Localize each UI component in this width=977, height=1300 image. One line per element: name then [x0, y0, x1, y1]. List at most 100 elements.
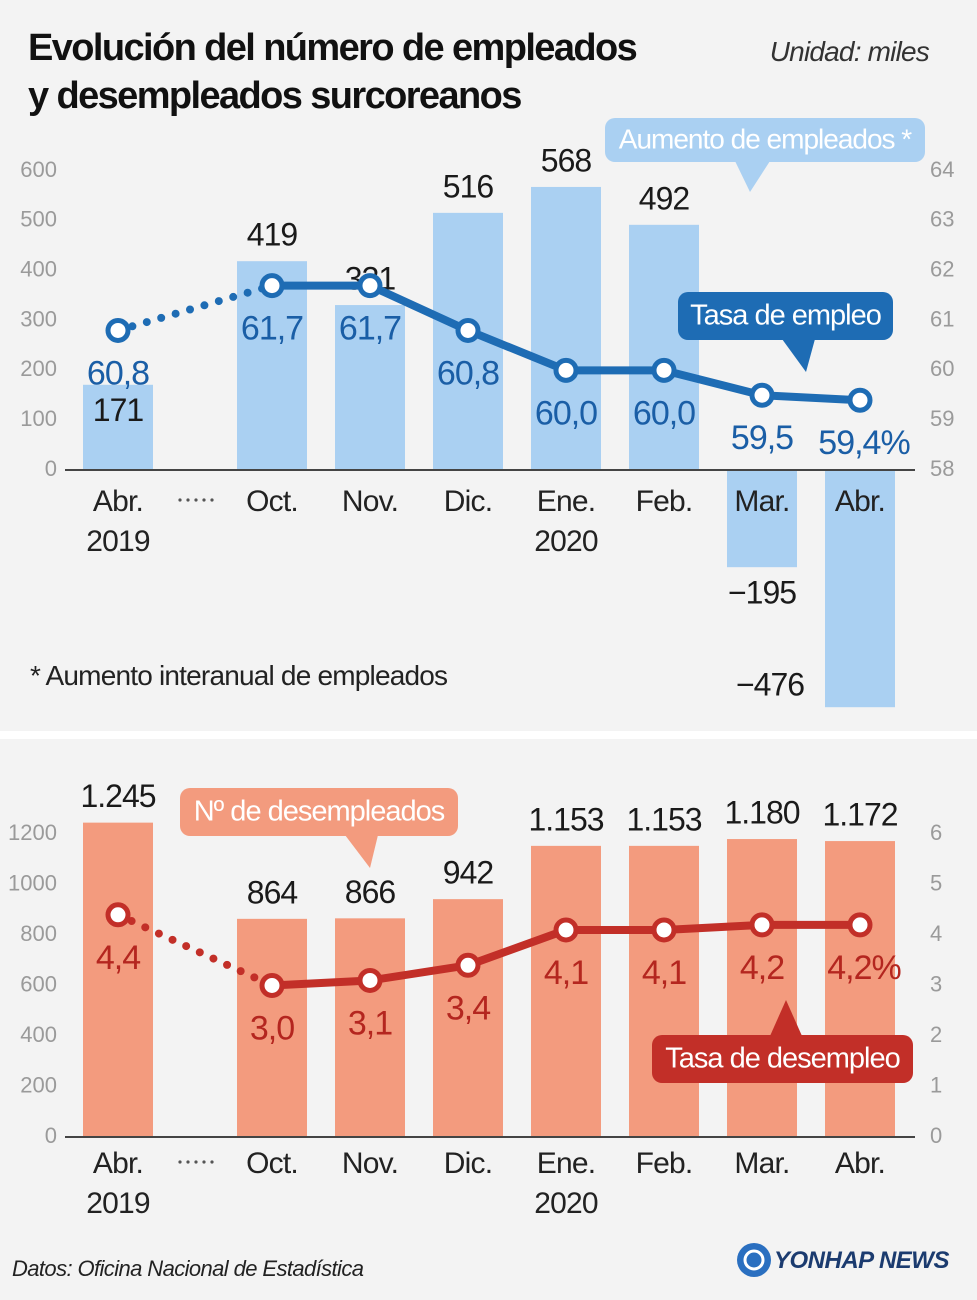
x-tick-label: Dic.	[443, 485, 493, 518]
y-tick-label: 600	[20, 971, 57, 996]
y2-tick-label: 4	[930, 921, 942, 946]
y2-tick-label: 64	[930, 157, 954, 182]
line-point	[259, 973, 285, 998]
x-tick-label: Feb.	[635, 1147, 694, 1180]
bar-value-label: 419	[247, 217, 298, 253]
x-tick-label: Mar.	[734, 1147, 790, 1180]
x-tick-label: Feb.	[635, 485, 694, 518]
y2-tick-label: 3	[930, 971, 942, 996]
legend-label: Nº de desempleados	[194, 796, 445, 828]
bar	[335, 918, 405, 1137]
line-point	[749, 382, 775, 408]
y-tick-label: 500	[20, 207, 57, 232]
legend-pointer	[345, 835, 378, 868]
bar	[237, 918, 307, 1137]
legend-label: Tasa de empleo	[690, 300, 881, 332]
bar	[433, 899, 503, 1137]
y2-tick-label: 62	[930, 256, 954, 281]
line-value-label: 59,4%	[818, 424, 910, 462]
bar-value-label: 1.245	[80, 778, 155, 814]
y2-tick-label: 6	[930, 820, 942, 845]
legend-box	[605, 118, 925, 162]
legend-pointer	[782, 339, 815, 372]
y-tick-label: 100	[20, 406, 57, 431]
title: Evolución del número de empleados y dese…	[28, 27, 638, 117]
x-tick-label: Dic.	[443, 1147, 493, 1180]
line-point	[553, 917, 579, 943]
x-tick-label: Abr. 2019	[86, 1147, 150, 1220]
x-tick-label: Oct.	[246, 485, 299, 518]
line-value-label: 3,0	[250, 1009, 294, 1047]
bar	[825, 841, 895, 1137]
y-tick-label: 0	[45, 1123, 57, 1148]
line-point	[357, 273, 383, 299]
bar-value-label: 942	[443, 855, 494, 891]
line-value-label: 61,7	[241, 310, 303, 348]
y-tick-label: 200	[20, 1072, 57, 1097]
logo-icon	[737, 1243, 771, 1277]
line-point	[847, 387, 873, 413]
x-tick-label: Abr.	[834, 485, 886, 518]
x-tick-label: Nov.	[341, 485, 399, 518]
logo-icon	[743, 1249, 765, 1271]
line-point	[749, 912, 775, 938]
line-value-label: 59,5	[731, 419, 793, 457]
axis-break	[178, 498, 214, 502]
line-point	[455, 952, 481, 978]
x-tick-label: Ene. 2020	[534, 1147, 598, 1220]
y2-tick-label: 0	[930, 1123, 942, 1148]
x-tick-label: Nov.	[341, 1147, 399, 1180]
line-value-label: 60,0	[633, 394, 695, 432]
line-point	[105, 317, 131, 343]
line-value-label: 4,2%	[827, 949, 901, 987]
line-point	[847, 912, 873, 938]
bar-value-label: −476	[736, 667, 804, 703]
bar-value-label: −195	[728, 575, 796, 611]
unit: Unidad: miles	[769, 36, 930, 67]
y2-tick-label: 60	[930, 356, 954, 381]
bar-value-label: 568	[541, 142, 592, 178]
bar-value-label: 171	[93, 392, 144, 428]
x-tick-label: Abr. 2019	[86, 485, 150, 558]
y-tick-label: 400	[20, 1022, 57, 1047]
x-tick-label: Mar.	[734, 485, 790, 518]
line-dotted	[114, 910, 276, 990]
y-tick-label: 800	[20, 921, 57, 946]
bar-value-label: 864	[247, 874, 298, 910]
legend-box	[180, 788, 458, 836]
x-tick-label: Oct.	[246, 1147, 299, 1180]
y-tick-label: 1000	[8, 870, 57, 895]
y2-tick-label: 58	[930, 456, 954, 481]
line-point	[651, 917, 677, 943]
line-point	[357, 967, 383, 993]
bar-value-label: 492	[639, 180, 690, 216]
bar-value-label: 516	[443, 168, 494, 204]
line-point	[651, 357, 677, 383]
line-point	[455, 317, 481, 343]
bar	[727, 839, 797, 1137]
legend-pointer	[735, 161, 770, 192]
bar	[531, 845, 601, 1137]
y2-tick-label: 59	[930, 406, 954, 431]
y2-tick-label: 61	[930, 306, 954, 331]
line-point	[105, 902, 131, 928]
axis-break	[178, 1160, 214, 1164]
bar-value-label: 866	[345, 874, 396, 910]
bar	[727, 470, 797, 568]
line-value-label: 3,4	[446, 989, 490, 1027]
y2-tick-label: 5	[930, 870, 942, 895]
legend-box	[652, 1035, 913, 1083]
bar-value-label: 1.172	[822, 797, 897, 833]
line-value-label: 4,4	[96, 939, 140, 977]
line-value-label: 61,7	[339, 310, 401, 348]
bar	[335, 305, 405, 470]
y-tick-label: 1200	[8, 820, 57, 845]
y2-tick-label: 2	[930, 1022, 942, 1047]
line-value-label: 60,8	[87, 354, 149, 392]
bar-value-label: 1.153	[626, 801, 701, 837]
y-tick-label: 0	[45, 456, 57, 481]
line-dotted	[114, 281, 276, 335]
y-tick-label: 300	[20, 306, 57, 331]
